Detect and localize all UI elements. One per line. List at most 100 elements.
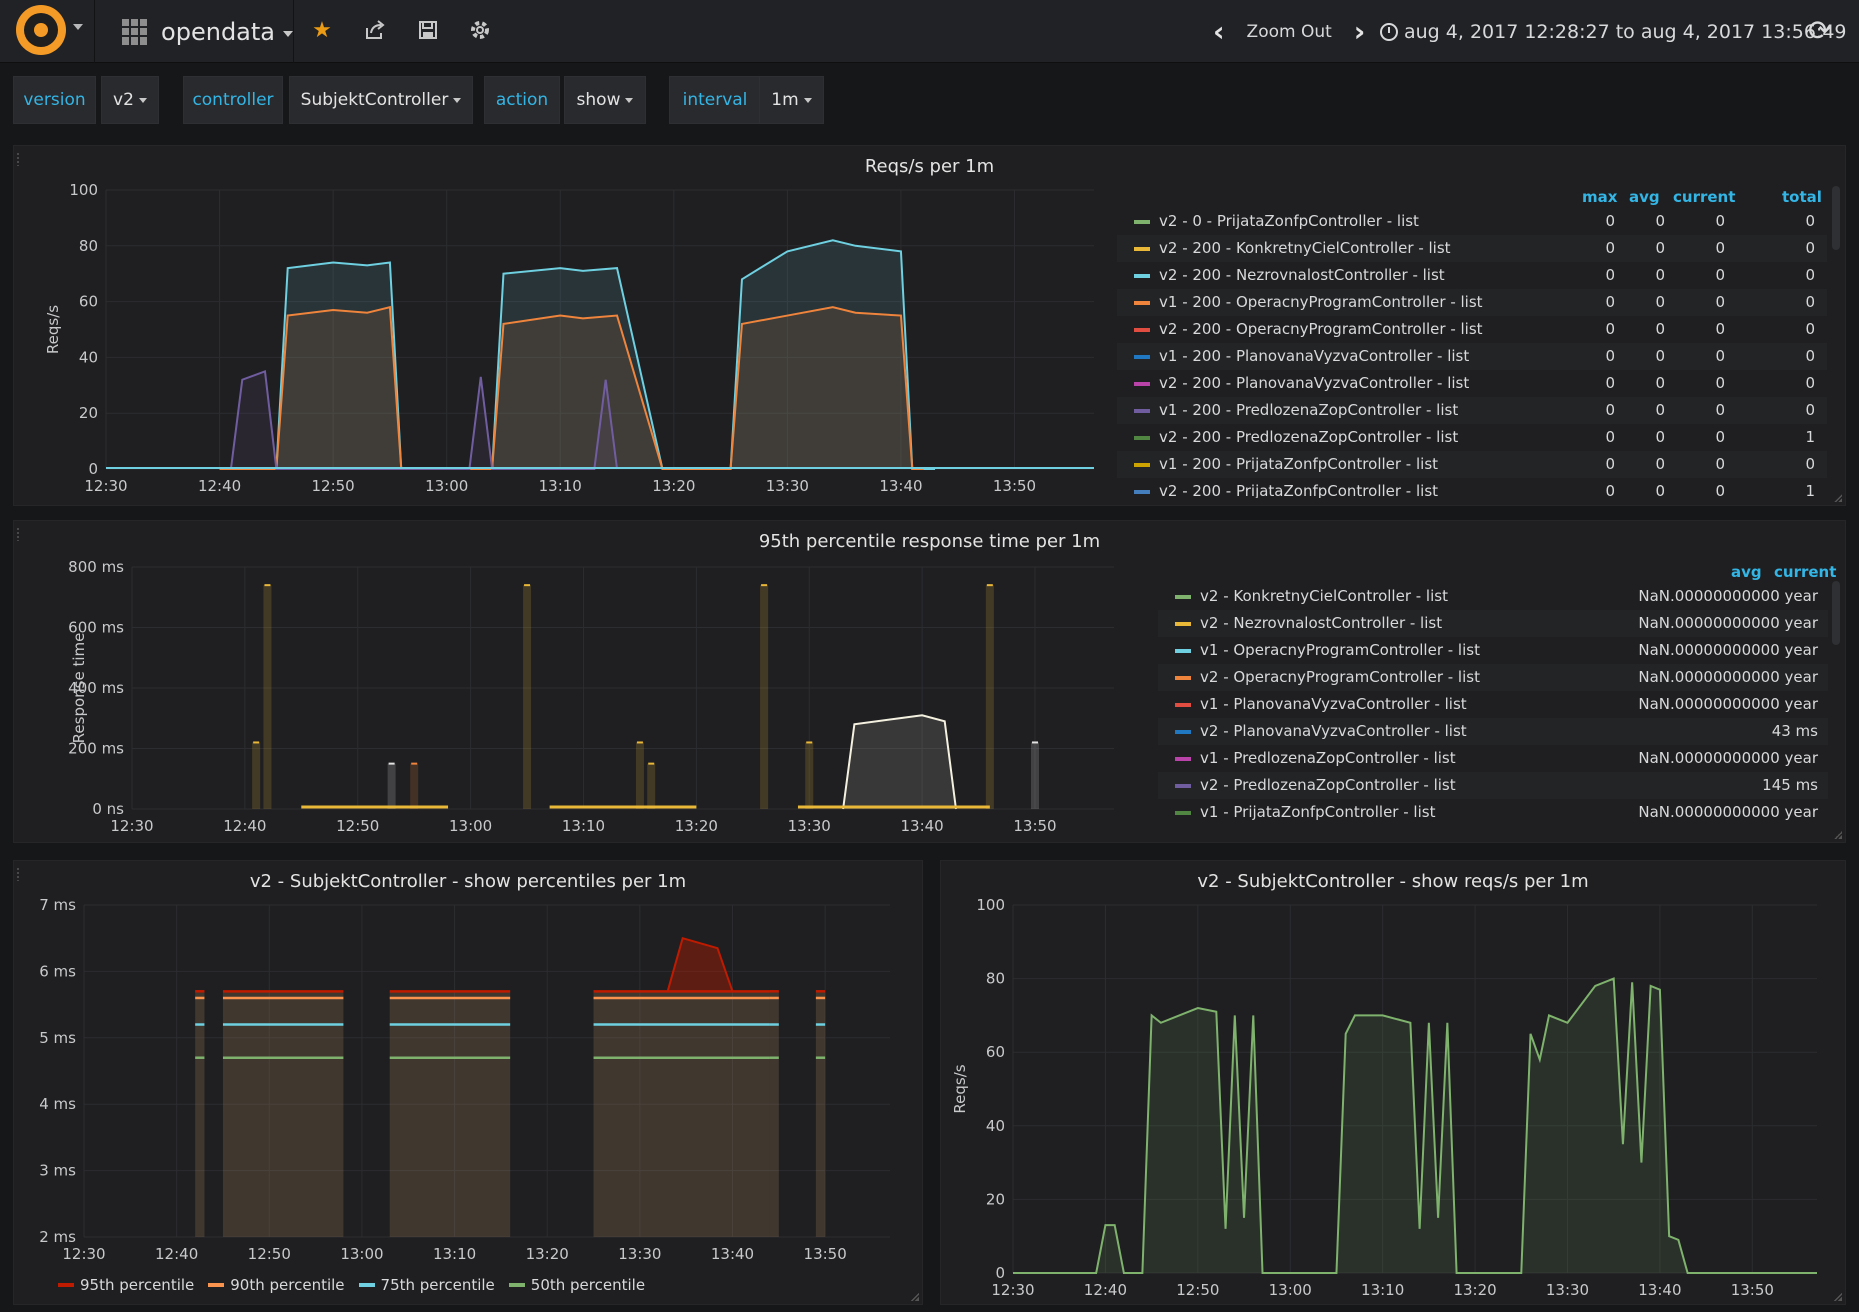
legend-current: NaN.00000000000 year [1638,695,1818,713]
legend-swatch [1134,409,1150,413]
legend-row[interactable]: v2 - PredlozenaZopController - list 145 … [1158,772,1828,799]
x-tick-label: 13:20 [526,1245,569,1263]
legend-total: 1 [1805,428,1815,446]
legend-header-avg[interactable]: avg [1629,188,1660,206]
legend-row[interactable]: v1 - 200 - PlanovanaVyzvaController - li… [1117,343,1827,370]
var-select-controller[interactable]: SubjektController [289,76,473,124]
legend-series-name: v2 - OperacnyProgramController - list [1200,668,1480,686]
settings-icon[interactable] [465,15,495,45]
time-range-picker[interactable]: aug 4, 2017 12:28:27 to aug 4, 2017 13:5… [1380,0,1847,63]
panel-resize-handle[interactable] [1832,1291,1842,1301]
refresh-icon[interactable]: ⟳ [1808,14,1832,47]
chevron-left-icon[interactable]: ‹ [1213,15,1225,48]
legend-row[interactable]: v2 - 200 - PredlozenaZopController - lis… [1117,424,1827,451]
legend-max: 0 [1605,239,1615,257]
legend-total: 0 [1805,293,1815,311]
panel-resize-handle[interactable] [909,1291,919,1301]
legend-row[interactable]: v1 - PrijataZonfpController - list NaN.0… [1158,799,1828,826]
series-line [842,714,957,810]
legend-avg: 0 [1655,455,1665,473]
legend-row[interactable]: v2 - 0 - PrijataZonfpController - list 0… [1117,208,1827,235]
legend-item[interactable]: 95th percentile [58,1276,194,1294]
legend-header-current[interactable]: current [1673,188,1736,206]
legend-max: 0 [1605,428,1615,446]
legend-header-total[interactable]: total [1782,188,1822,206]
legend-row[interactable]: v2 - PlanovanaVyzvaController - list 43 … [1158,718,1828,745]
panel-title[interactable]: Reqs/s per 1m [864,156,995,177]
x-tick-label: 13:30 [788,817,831,835]
legend-swatch [1175,784,1191,788]
zoom-out-button[interactable]: Zoom Out [1246,21,1332,42]
legend-row[interactable]: v2 - 200 - KonkretnyCielController - lis… [1117,235,1827,262]
legend-row[interactable]: v2 - KonkretnyCielController - list NaN.… [1158,583,1828,610]
legend-swatch [1175,757,1191,761]
legend-row[interactable]: v2 - OperacnyProgramController - list Na… [1158,664,1828,691]
legend-swatch [1134,355,1150,359]
x-tick-label: 12:50 [312,477,355,495]
legend-row[interactable]: v1 - PlanovanaVyzvaController - list NaN… [1158,691,1828,718]
legend-row[interactable]: v1 - PredlozenaZopController - list NaN.… [1158,745,1828,772]
legend-series-name: v1 - PrijataZonfpController - list [1200,803,1436,821]
legend-row[interactable]: v2 - 200 - NezrovnalostController - list… [1117,262,1827,289]
legend-row[interactable]: v2 - 200 - OperacnyProgramController - l… [1117,316,1827,343]
legend-max: 0 [1605,347,1615,365]
legend-header-max[interactable]: max [1582,188,1618,206]
legend-row[interactable]: v2 - NezrovnalostController - list NaN.0… [1158,610,1828,637]
y-tick-label: 60 [986,1043,1005,1061]
series-line [219,239,936,470]
panel-title[interactable]: 95th percentile response time per 1m [758,531,1101,552]
var-select-interval[interactable]: 1m [759,76,824,124]
legend-row[interactable]: v1 - 200 - OperacnyProgramController - l… [1117,289,1827,316]
x-tick-label: 13:50 [1731,1281,1774,1299]
x-tick-label: 13:50 [804,1245,847,1263]
var-select-action[interactable]: show [564,76,646,124]
legend-header-avg[interactable]: avg [1731,563,1762,581]
var-select-version[interactable]: v2 [101,76,159,124]
legend-row[interactable]: v2 - 200 - PrijataZonfpController - list… [1117,478,1827,498]
panel-resize-handle[interactable] [1832,492,1842,502]
y-tick-label: 20 [79,404,98,422]
panel-title[interactable]: v2 - SubjektController - show reqs/s per… [1197,871,1589,892]
panel-title[interactable]: v2 - SubjektController - show percentile… [249,871,687,892]
legend-swatch [508,1283,525,1287]
legend-scrollbar[interactable] [1832,186,1840,250]
legend-item[interactable]: 90th percentile [208,1276,345,1294]
panel-subjekt-reqs: v2 - SubjektController - show reqs/s per… [940,860,1846,1305]
legend-total: 0 [1805,320,1815,338]
grafana-menu-button[interactable] [0,0,95,63]
response-bar [523,585,532,809]
save-icon[interactable] [413,15,443,45]
legend-header-current[interactable]: current [1774,563,1837,581]
legend-current: 0 [1715,401,1725,419]
legend-swatch [1134,463,1150,467]
legend-row[interactable]: v1 - 200 - PredlozenaZopController - lis… [1117,397,1827,424]
dashboard-name: opendata [161,17,275,46]
legend-series-name: v2 - KonkretnyCielController - list [1200,587,1448,605]
legend-row[interactable]: v2 - 200 - PlanovanaVyzvaController - li… [1117,370,1827,397]
chevron-right-icon[interactable]: › [1353,15,1366,48]
share-icon[interactable] [360,15,390,45]
subjekt-reqs-chart: 0 20 40 60 80 100 12:30 12:40 12:50 13:00 13:10 13:… [951,896,1817,1299]
caret-down-icon [73,24,83,30]
x-tick-label: 13:10 [1361,1281,1404,1299]
legend-item[interactable]: 50th percentile [508,1276,645,1294]
legend-item[interactable]: 75th percentile [358,1276,495,1294]
x-tick-label: 12:30 [110,817,153,835]
legend-row[interactable]: v1 - 200 - PrijataZonfpController - list… [1117,451,1827,478]
panel-drag-handle[interactable] [16,527,20,541]
legend-row[interactable]: v1 - OperacnyProgramController - list Na… [1158,637,1828,664]
x-tick-label: 12:50 [248,1245,291,1263]
legend-current: 0 [1715,428,1725,446]
panel-drag-handle[interactable] [16,152,20,166]
dashboard-picker[interactable]: opendata [104,0,294,63]
panel-resize-handle[interactable] [1832,829,1842,839]
panel-drag-handle[interactable] [16,867,20,881]
legend-scrollbar[interactable] [1832,581,1840,645]
legend-series-name: v1 - 200 - PlanovanaVyzvaController - li… [1159,347,1470,365]
series-area [219,240,936,469]
legend-current: NaN.00000000000 year [1638,641,1818,659]
response-bar [263,585,272,809]
star-icon[interactable]: ★ [312,17,332,43]
y-tick-label: 3 ms [39,1162,76,1180]
legend-label: 95th percentile [80,1276,195,1294]
